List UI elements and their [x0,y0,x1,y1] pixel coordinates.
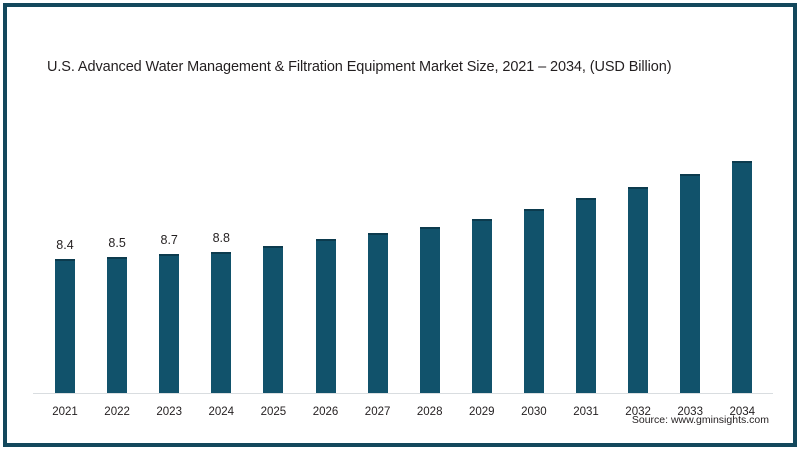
x-tick-label-2030: 2030 [521,406,547,418]
bar-value-label: 8.8 [212,231,230,246]
chart-title: U.S. Advanced Water Management & Filtrat… [47,59,672,75]
x-tick-label-2032: 2032 [625,406,651,418]
bar-group [263,245,284,393]
bar-value-label: 8.7 [160,232,178,247]
x-tick-label-2034: 2034 [729,406,756,418]
bar[interactable] [107,257,128,393]
bar-group: 8.8 [211,231,232,393]
bar[interactable] [419,226,440,393]
x-tick-label-2021: 2021 [52,406,78,418]
x-axis-line [33,393,773,394]
x-tick-label-2026: 2026 [312,406,339,418]
bar[interactable] [471,218,492,393]
bar[interactable] [315,239,336,393]
bar[interactable] [628,186,649,393]
bar[interactable] [576,197,596,393]
bar[interactable] [523,209,544,393]
bar-group [367,233,388,393]
bar-group [419,226,440,393]
x-tick-label-2033: 2033 [677,406,703,418]
x-tick-label-2023: 2023 [156,406,182,418]
bar-group [576,197,596,393]
x-tick-label-2028: 2028 [416,406,443,418]
bar-group: 8.4 [55,238,75,393]
bar[interactable] [263,245,284,393]
source-note: Source: www.gminsights.com [631,414,769,426]
bar-group: 8.5 [107,236,128,393]
x-tick-label-2031: 2031 [573,406,599,418]
bar-group [680,173,701,393]
bar[interactable] [680,173,701,393]
bar-value-label: 8.4 [56,237,74,252]
x-tick-label-2027: 2027 [364,406,391,418]
bar-value-label: 8.5 [108,236,126,250]
bar-group [471,218,492,393]
x-tick-label-2025: 2025 [260,406,287,418]
bar-group [732,161,753,393]
bar-group [523,209,544,393]
bar[interactable] [55,258,75,393]
bar-group [628,186,649,393]
bar[interactable] [211,252,232,393]
chart-frame: U.S. Advanced Water Management & Filtrat… [3,3,797,447]
bar[interactable] [367,233,388,393]
bar-group: 8.7 [159,233,180,393]
plot-area: 8.4 8.5 8.7 8.8 2021 2022 2023 2024 2025 2026 202… [7,7,799,449]
x-tick-label-2022: 2022 [104,406,130,418]
bar[interactable] [159,253,180,393]
x-tick-label-2024: 2024 [208,406,235,418]
bar[interactable] [732,161,753,393]
bar-group [315,239,336,393]
x-tick-label-2029: 2029 [469,406,495,418]
